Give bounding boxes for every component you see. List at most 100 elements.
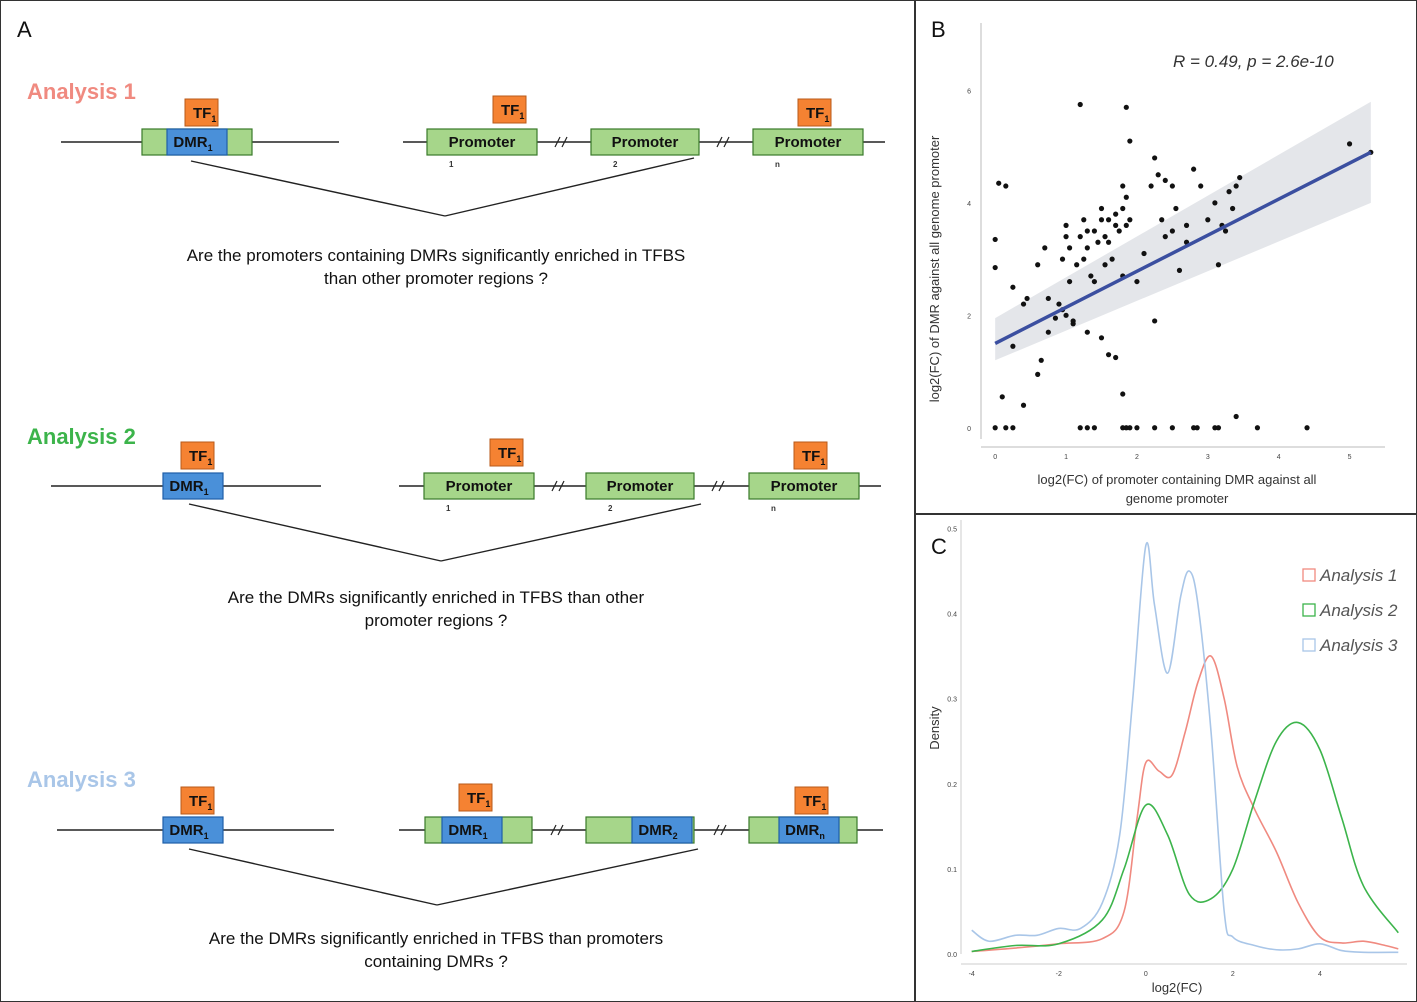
b-data-point xyxy=(992,425,998,431)
a1-promoter-n-box xyxy=(752,128,864,156)
b-data-point xyxy=(1155,172,1161,178)
b-data-point xyxy=(1070,318,1076,324)
b-data-point xyxy=(1063,234,1069,240)
b-data-point xyxy=(1020,402,1027,408)
panel-a: A Analysis 1 Analysis 2 Analysis 3 Are t… xyxy=(0,0,916,1002)
a2-bracket-left xyxy=(188,503,442,562)
analysis-1-caption: Are the promoters containing DMRs signif… xyxy=(101,244,771,290)
b-data-point xyxy=(1066,245,1073,251)
b-x-label-line1: log2(FC) of promoter containing DMR agai… xyxy=(1038,472,1317,487)
c-legend-swatch-1 xyxy=(1302,568,1316,582)
b-data-point xyxy=(1035,262,1041,268)
b-data-point xyxy=(1120,391,1126,397)
c-x-tick: -4 xyxy=(969,971,975,978)
b-data-point xyxy=(1063,312,1069,318)
a1-dmr-label: DMR1 xyxy=(173,134,212,153)
b-x-tick: 3 xyxy=(1206,454,1210,461)
b-data-point xyxy=(1113,222,1119,228)
b-data-point xyxy=(1084,329,1090,335)
b-y-tick: 4 xyxy=(967,201,971,208)
c-series-line-2 xyxy=(971,721,1399,953)
c-legend-swatch-2 xyxy=(1302,603,1316,617)
a1-promoter-2-label: Promoter xyxy=(612,134,679,151)
a3-dmr-1-label: DMR1 xyxy=(448,822,487,841)
a3-tf-2-label: TF1 xyxy=(803,793,826,812)
analysis-1-title: Analysis 1 xyxy=(27,79,136,104)
c-y-tick: 0.5 xyxy=(947,527,957,534)
b-x-tick: 2 xyxy=(1135,454,1139,461)
panel-c: C -4 -2 0 2 4 0.0 0.1 0.2 0.3 0.4 0.5 Analysis 1 Ana… xyxy=(914,513,1417,1002)
c-legend-label-1: Analysis 1 xyxy=(1319,566,1397,585)
b-regression-line xyxy=(994,150,1372,345)
b-data-point xyxy=(1215,425,1222,431)
b-data-point xyxy=(1091,278,1098,285)
analysis-1-caption-line2: than other promoter regions ? xyxy=(324,269,548,288)
c-x-tick: 0 xyxy=(1144,971,1148,978)
b-y-tick: 6 xyxy=(967,88,971,95)
a2-tf-left-box xyxy=(180,441,215,470)
a1-promoter-2-box xyxy=(590,128,700,156)
a1-promoter-1-box xyxy=(426,128,538,156)
b-data-point xyxy=(1084,425,1090,431)
c-legend-swatch-3 xyxy=(1302,638,1316,652)
a3-tf-2-box xyxy=(794,786,829,815)
b-data-point xyxy=(1091,228,1098,234)
b-x-tick: 5 xyxy=(1348,454,1352,461)
b-data-point xyxy=(1152,155,1158,161)
a2-tf-1-box xyxy=(489,438,524,467)
a3-dmr-label: DMR1 xyxy=(169,822,208,841)
a2-break-2-a xyxy=(711,480,718,492)
b-data-point xyxy=(1052,315,1059,321)
b-data-point xyxy=(1254,425,1261,431)
b-data-point xyxy=(996,180,1002,186)
b-data-point xyxy=(1127,425,1133,431)
b-data-point xyxy=(1088,273,1094,279)
b-data-point xyxy=(1222,228,1229,234)
a3-dmr-2-label: DMR2 xyxy=(638,822,677,841)
a3-break-2-a xyxy=(713,824,720,836)
a1-promoter-2-index: 2 xyxy=(613,160,618,169)
b-data-point xyxy=(1098,217,1105,223)
panel-b: B 0 1 2 3 4 5 0 2 4 6 R = 0.49, p = 2.6e-10 log2(FC… xyxy=(914,0,1417,515)
b-data-point xyxy=(1081,256,1087,262)
a3-tf-left-box xyxy=(180,786,215,815)
a3-bracket-left xyxy=(188,848,438,906)
b-data-point xyxy=(1020,301,1027,307)
b-data-point xyxy=(1169,183,1175,189)
b-confidence-band xyxy=(995,101,1371,361)
a2-dmr-box xyxy=(162,472,224,500)
analysis-3-caption-line2: containing DMRs ? xyxy=(364,952,508,971)
panel-c-label: C xyxy=(931,534,947,559)
b-data-point xyxy=(1233,413,1239,420)
b-data-point xyxy=(1105,352,1112,358)
b-data-point xyxy=(1095,239,1101,245)
analysis-2-caption-line1: Are the DMRs significantly enriched in T… xyxy=(227,588,645,607)
b-data-point xyxy=(1226,189,1232,195)
b-data-point xyxy=(1134,278,1140,285)
a3-dmr-2-box xyxy=(631,816,693,844)
a2-tf-left-label: TF1 xyxy=(189,448,212,467)
a2-promoter-2-index: 2 xyxy=(608,504,613,513)
analysis-2-title: Analysis 2 xyxy=(27,424,136,449)
a1-tf-2-box xyxy=(797,98,832,127)
a3-break-2-b xyxy=(720,824,727,836)
c-y-tick: 0.4 xyxy=(947,612,957,619)
a2-break-1-a xyxy=(551,480,558,492)
b-data-point xyxy=(1105,217,1112,223)
c-x-label: log2(FC) xyxy=(1152,980,1203,995)
c-y-tick: 0.0 xyxy=(947,952,957,959)
a2-promoter-1-index: 1 xyxy=(446,504,451,513)
a2-promoter-1-box xyxy=(423,472,535,500)
analysis-3-caption: Are the DMRs significantly enriched in T… xyxy=(101,927,771,973)
a1-promoter-1-index: 1 xyxy=(449,160,454,169)
a3-tf-1-label: TF1 xyxy=(467,790,490,809)
c-y-tick: 0.3 xyxy=(947,697,957,704)
a1-break-1-a xyxy=(554,136,561,148)
a1-tf-1-label: TF1 xyxy=(501,102,524,121)
a1-break-2-a xyxy=(716,136,723,148)
a3-dmr-n-label: DMRn xyxy=(785,822,825,841)
a3-dmr-box xyxy=(162,816,224,844)
b-data-point xyxy=(1205,217,1211,223)
analysis-1-caption-line1: Are the promoters containing DMRs signif… xyxy=(186,246,686,265)
analysis-2-caption-line2: promoter regions ? xyxy=(364,611,508,630)
